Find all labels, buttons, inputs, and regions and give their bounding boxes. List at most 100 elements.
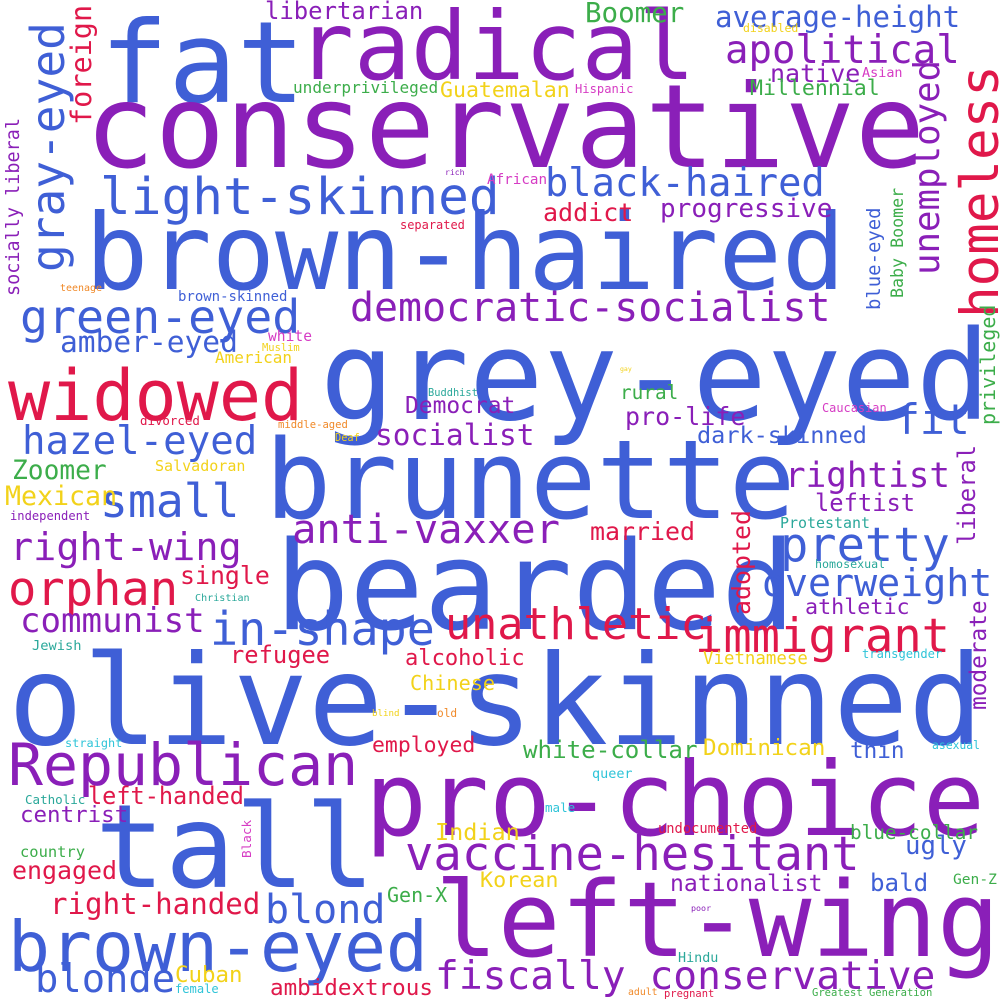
word-Black: Black xyxy=(239,819,254,858)
word-blue-eyed: blue-eyed xyxy=(863,207,885,310)
word-thin: thin xyxy=(850,738,905,764)
word-Hindu: Hindu xyxy=(678,950,719,966)
word-Korean: Korean xyxy=(480,868,559,893)
word-Chinese: Chinese xyxy=(410,671,496,695)
word-unemployed: unemployed xyxy=(907,59,948,275)
word-independent: independent xyxy=(10,508,91,523)
word-black-haired: black-haired xyxy=(545,160,825,206)
word-Muslim: Muslim xyxy=(262,341,300,354)
word-bald: bald xyxy=(870,868,929,897)
word-teenage: teenage xyxy=(60,283,103,294)
word-Boomer: Boomer xyxy=(585,0,685,29)
word-African: African xyxy=(487,171,548,188)
word-Catholic: Catholic xyxy=(25,792,86,807)
word-liberal: liberal xyxy=(953,444,981,545)
word-Greatest-Generation: Greatest Generation xyxy=(812,987,933,999)
word-gay: gay xyxy=(620,364,632,373)
word-pretty: pretty xyxy=(780,517,950,573)
word-rightist: rightist xyxy=(785,455,951,496)
word-country: country xyxy=(20,842,85,861)
word-American: American xyxy=(215,347,293,367)
word-socially-liberal: socially liberal xyxy=(3,117,24,296)
word-Jewish: Jewish xyxy=(32,637,82,654)
word-nationalist: nationalist xyxy=(670,870,823,897)
word-Asian: Asian xyxy=(862,65,903,81)
word-conservative: conservative xyxy=(85,59,925,195)
word-left-handed: left-handed xyxy=(88,782,244,810)
word-orphan: orphan xyxy=(8,561,179,617)
word-homosexual: homosexual xyxy=(815,557,886,571)
word-Mexican: Mexican xyxy=(5,481,118,512)
word-single: single xyxy=(180,561,270,590)
word-married: married xyxy=(590,517,696,546)
word-widowed: widowed xyxy=(8,355,304,437)
word-olive-skinned: olive-skinned xyxy=(8,629,984,774)
word-employed: employed xyxy=(372,733,476,758)
word-privileged: privileged xyxy=(976,304,1000,425)
word-Deaf: Deaf xyxy=(335,432,360,444)
word-small: small xyxy=(100,473,240,528)
word-grey-eyed: grey-eyed xyxy=(320,304,991,449)
word-athletic: athletic xyxy=(805,595,910,620)
word-Indian: Indian xyxy=(435,818,520,846)
word-fat: fat xyxy=(100,0,306,129)
word-Caucasian: Caucasian xyxy=(822,401,887,415)
word-fit: fit xyxy=(895,395,970,444)
word-asexual: asexual xyxy=(932,738,981,752)
word-Gen-X: Gen-X xyxy=(387,883,448,907)
word-engaged: engaged xyxy=(12,856,118,885)
word-tall: tall xyxy=(95,779,376,915)
word-alcoholic: alcoholic xyxy=(405,644,525,671)
word-radical: radical xyxy=(297,0,696,102)
word-separated: separated xyxy=(400,217,465,232)
word-white: white xyxy=(268,327,313,345)
word-rural: rural xyxy=(620,381,679,404)
word-left-wing: left-wing xyxy=(435,859,1000,981)
word-white-collar: white-collar xyxy=(523,735,698,764)
word-leftist: leftist xyxy=(815,489,916,517)
word-pro-life: pro-life xyxy=(625,402,746,431)
word-adopted: adopted xyxy=(727,509,756,615)
word-amber-eyed: amber-eyed xyxy=(60,324,238,359)
word-Baby-Boomer: Baby Boomer xyxy=(888,187,907,298)
word-brunette: brunette xyxy=(265,416,796,544)
word-underprivileged: underprivileged xyxy=(293,78,439,97)
word-middle-aged: middle-aged xyxy=(278,418,348,431)
word-poor: poor xyxy=(691,902,712,913)
word-in-shape: in-shape xyxy=(210,603,435,657)
word-female: female xyxy=(175,981,219,996)
word-straight: straight xyxy=(65,735,123,750)
word-bearded: bearded xyxy=(275,514,796,659)
word-blonde: blonde xyxy=(35,957,176,1000)
word-progressive: progressive xyxy=(660,194,833,224)
word-blind: blind xyxy=(372,707,400,719)
word-right-handed: right-handed xyxy=(50,887,261,921)
word-native: native xyxy=(770,58,861,88)
word-adult: adult xyxy=(628,987,658,998)
word-democratic-socialist: democratic-socialist xyxy=(350,285,831,331)
word-ugly: ugly xyxy=(905,831,967,861)
word-Salvadoran: Salvadoran xyxy=(155,457,246,475)
word-brown-skinned: brown-skinned xyxy=(178,288,288,305)
word-old: old xyxy=(437,706,458,720)
word-Democrat: Democrat xyxy=(405,393,516,419)
word-Gen-Z: Gen-Z xyxy=(953,871,997,888)
word-queer: queer xyxy=(592,766,633,782)
word-green-eyed: green-eyed xyxy=(20,289,301,344)
word-blue-collar: blue-collar xyxy=(850,821,979,844)
word-dark-skinned: dark-skinned xyxy=(697,421,867,449)
word-blond: blond xyxy=(265,887,386,933)
word-homeless: homeless xyxy=(950,65,1000,318)
word-moderate: moderate xyxy=(966,600,992,710)
word-Buddhist: Buddhist xyxy=(428,387,478,399)
word-Cuban: Cuban xyxy=(175,961,243,988)
word-brown-haired: brown-haired xyxy=(85,191,846,314)
word-Republican: Republican xyxy=(8,731,359,799)
word-divorced: divorced xyxy=(140,413,200,428)
word-centrist: centrist xyxy=(20,801,129,828)
word-refugee: refugee xyxy=(230,640,331,669)
word-immigrant: immigrant xyxy=(695,608,951,664)
word-unathletic: unathletic xyxy=(445,599,707,650)
word-disabled: disabled xyxy=(743,20,799,35)
